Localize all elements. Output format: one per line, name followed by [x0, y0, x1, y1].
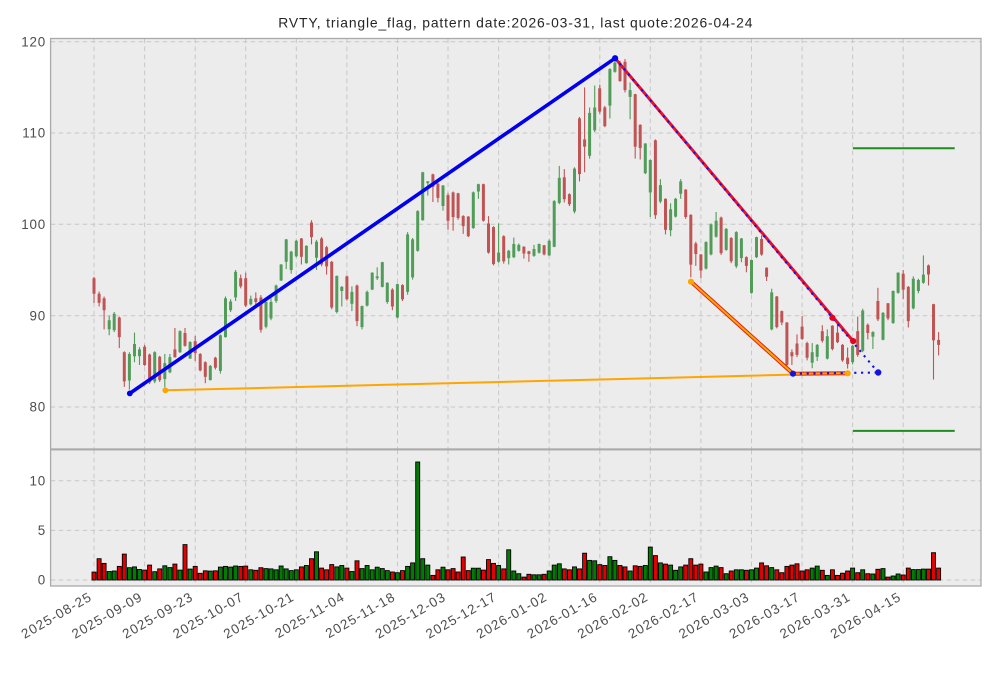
svg-text:90: 90: [30, 308, 47, 323]
svg-text:0: 0: [38, 573, 46, 588]
svg-text:10: 10: [30, 473, 47, 488]
svg-text:RVTY, triangle_flag, pattern d: RVTY, triangle_flag, pattern date:2026-0…: [278, 15, 753, 31]
svg-text:120: 120: [21, 34, 46, 49]
svg-text:80: 80: [30, 400, 47, 415]
svg-text:110: 110: [22, 126, 46, 141]
svg-text:100: 100: [21, 217, 46, 232]
svg-text:5: 5: [38, 523, 46, 538]
